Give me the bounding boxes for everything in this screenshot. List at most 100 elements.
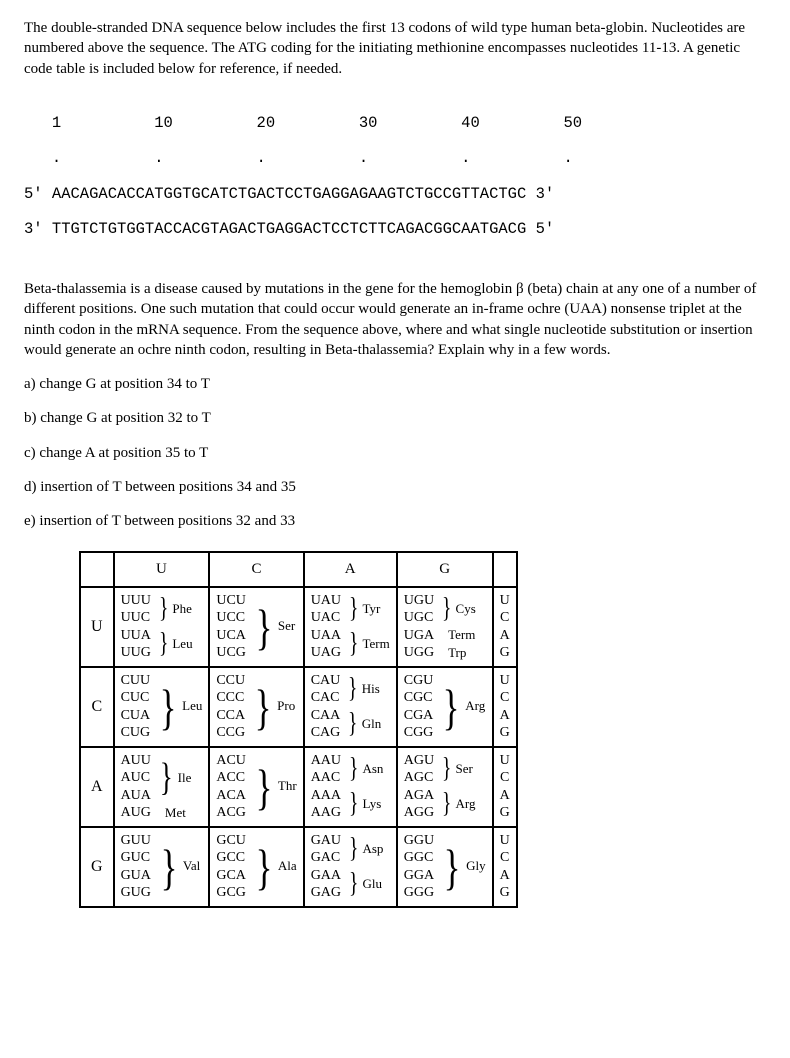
- amino-acid: Pro: [277, 698, 295, 714]
- amino-acid: Met: [165, 805, 186, 821]
- question-paragraph: Beta-thalassemia is a disease caused by …: [24, 279, 766, 360]
- codon-cell: UUUUUCUUAUUG}Phe}Leu: [114, 587, 210, 667]
- codon: UUA: [121, 627, 151, 645]
- codon: GAG: [311, 884, 341, 902]
- amino-acid: His: [362, 681, 380, 697]
- amino-acid: Leu: [172, 636, 192, 652]
- option-a: a) change G at position 34 to T: [24, 374, 766, 394]
- codon: UUG: [121, 644, 151, 662]
- genetic-code-table: U C A G UUUUUUCUUAUUG}Phe}LeuUCUUCCUCAUC…: [79, 551, 518, 907]
- codon-cell: CUUCUCCUACUG}Leu: [114, 667, 210, 747]
- row-header: G: [80, 827, 114, 907]
- codon: UGC: [404, 609, 434, 627]
- codon-cell: UGUUGCUGAUGG}CysTermTrp: [397, 587, 493, 667]
- third-letter: C: [500, 609, 510, 627]
- amino-acid: Phe: [172, 601, 192, 617]
- third-letter: U: [500, 752, 510, 770]
- amino-acid: Asn: [362, 761, 383, 777]
- codon: UCG: [216, 644, 246, 662]
- codon: UGG: [404, 644, 434, 662]
- third-letter: A: [500, 867, 510, 885]
- codon: UAU: [311, 592, 341, 610]
- codon: CGC: [404, 689, 434, 707]
- amino-acid: Leu: [182, 698, 202, 714]
- third-letter: U: [500, 592, 510, 610]
- codon: CGU: [404, 672, 434, 690]
- codon: GAC: [311, 849, 341, 867]
- amino-acid: Gly: [466, 858, 486, 874]
- amino-acid: Ser: [278, 618, 295, 634]
- codon-cell: AGUAGCAGAAGG}Ser}Arg: [397, 747, 493, 827]
- third-letter: A: [500, 707, 510, 725]
- col-header-u: U: [114, 552, 210, 586]
- amino-acid: Trp: [448, 645, 466, 661]
- amino-acid: Arg: [465, 698, 485, 714]
- codon-cell: GGUGGCGGAGGG}Gly: [397, 827, 493, 907]
- table-corner: [80, 552, 114, 586]
- codon: AGC: [404, 769, 434, 787]
- third-letter-cell: UCAG: [493, 827, 517, 907]
- third-letter-cell: UCAG: [493, 587, 517, 667]
- amino-acid: Term: [362, 636, 389, 652]
- third-letter: G: [500, 884, 510, 902]
- codon: CUA: [121, 707, 151, 725]
- dna-bottom-strand: 3' TTGTCTGTGGTACCACGTAGACTGAGGACTCCTCTTC…: [24, 221, 766, 239]
- option-c: c) change A at position 35 to T: [24, 443, 766, 463]
- amino-acid: Lys: [362, 796, 381, 812]
- codon-cell: ACUACCACAACG}Thr: [209, 747, 303, 827]
- codon: CUC: [121, 689, 151, 707]
- codon-cell: GUUGUCGUAGUG}Val: [114, 827, 210, 907]
- col-header-g: G: [397, 552, 493, 586]
- codon: UUC: [121, 609, 151, 627]
- third-letter: C: [500, 769, 510, 787]
- codon-cell: AAUAACAAAAAG}Asn}Lys: [304, 747, 397, 827]
- amino-acid: Asp: [362, 841, 383, 857]
- answer-options: a) change G at position 34 to T b) chang…: [24, 374, 766, 531]
- codon: AAG: [311, 804, 341, 822]
- amino-acid: Arg: [456, 796, 476, 812]
- codon: AAC: [311, 769, 341, 787]
- amino-acid: Thr: [278, 778, 297, 794]
- codon: UGU: [404, 592, 434, 610]
- codon: CCC: [216, 689, 245, 707]
- amino-acid: Ile: [178, 770, 192, 786]
- codon: GAA: [311, 867, 341, 885]
- amino-acid: Ala: [278, 858, 297, 874]
- codon-table-wrapper: U C A G UUUUUUCUUAUUG}Phe}LeuUCUUCCUCAUC…: [24, 551, 766, 907]
- codon: AGU: [404, 752, 434, 770]
- codon: CUU: [121, 672, 151, 690]
- codon: CAU: [311, 672, 341, 690]
- option-e: e) insertion of T between positions 32 a…: [24, 511, 766, 531]
- codon: AUA: [121, 787, 151, 805]
- codon: CGG: [404, 724, 434, 742]
- dna-top-strand: 5' AACAGACACCATGGTGCATCTGACTCCTGAGGAGAAG…: [24, 186, 766, 204]
- option-b: b) change G at position 32 to T: [24, 408, 766, 428]
- codon-cell: CGUCGCCGACGG}Arg: [397, 667, 493, 747]
- codon: ACA: [216, 787, 246, 805]
- codon-cell: GCUGCCGCAGCG}Ala: [209, 827, 303, 907]
- codon: AGA: [404, 787, 434, 805]
- codon: GAU: [311, 832, 341, 850]
- codon: AAA: [311, 787, 341, 805]
- codon: GUU: [121, 832, 151, 850]
- codon: AUU: [121, 752, 151, 770]
- amino-acid: Val: [183, 858, 200, 874]
- third-letter: G: [500, 804, 510, 822]
- third-letter: A: [500, 627, 510, 645]
- third-letter: U: [500, 672, 510, 690]
- codon-cell: AUUAUCAUAAUG}IleMet: [114, 747, 210, 827]
- row-header: C: [80, 667, 114, 747]
- codon: GCG: [216, 884, 246, 902]
- third-letter: G: [500, 644, 510, 662]
- codon: GUA: [121, 867, 151, 885]
- codon: ACG: [216, 804, 246, 822]
- codon: GGG: [404, 884, 434, 902]
- codon: GCU: [216, 832, 246, 850]
- col-header-a: A: [304, 552, 397, 586]
- codon: UAC: [311, 609, 341, 627]
- third-letter: U: [500, 832, 510, 850]
- codon: GUG: [121, 884, 151, 902]
- row-header: U: [80, 587, 114, 667]
- amino-acid: Gln: [362, 716, 382, 732]
- third-letter: C: [500, 689, 510, 707]
